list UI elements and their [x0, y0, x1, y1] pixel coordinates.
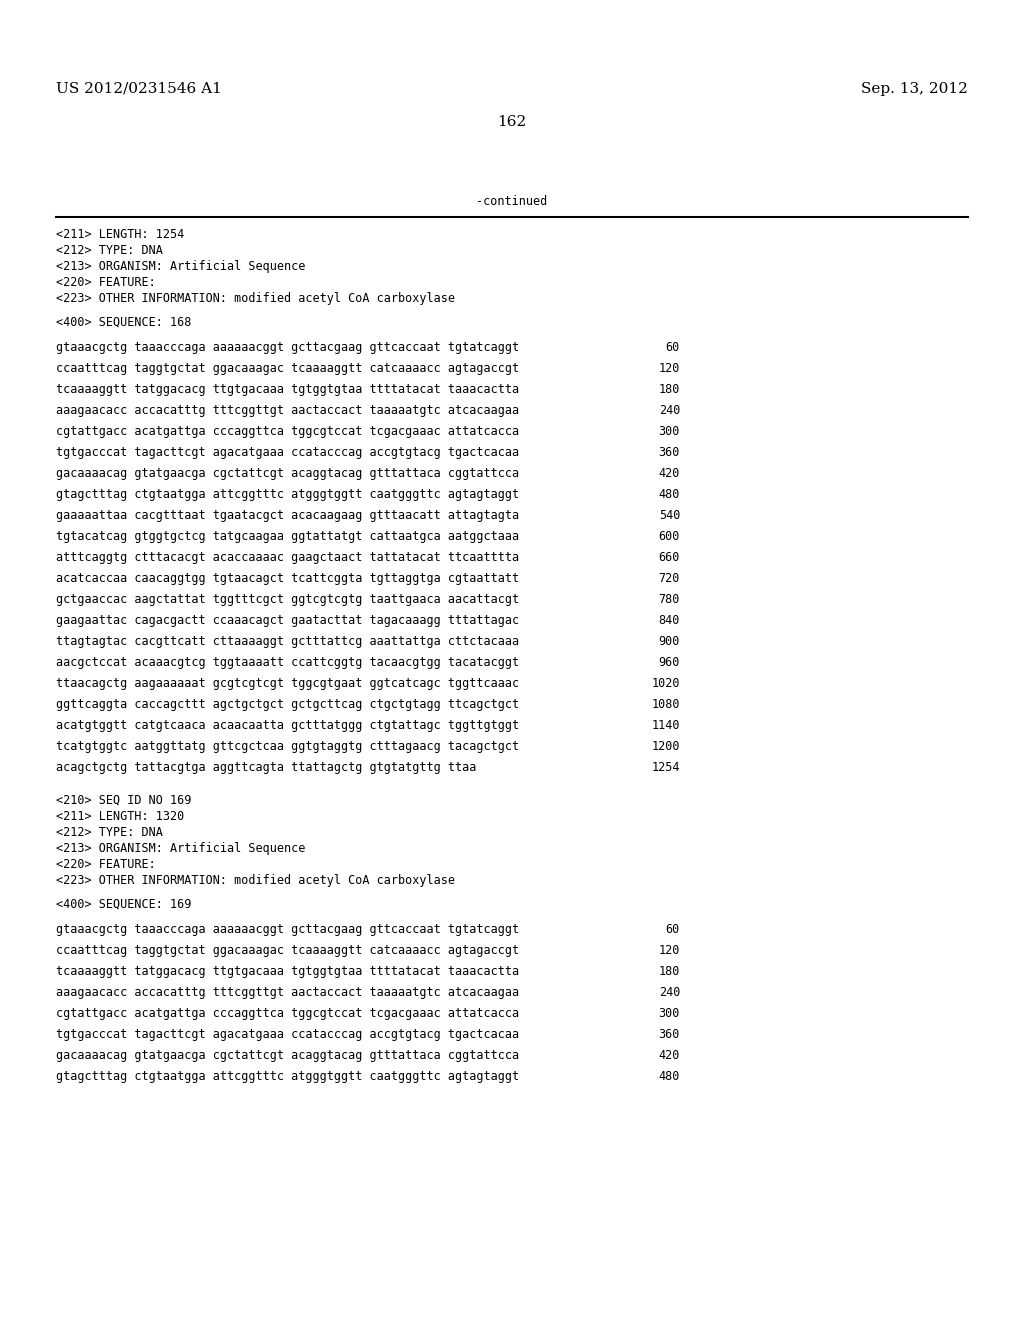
Text: gacaaaacag gtatgaacga cgctattcgt acaggtacag gtttattaca cggtattcca: gacaaaacag gtatgaacga cgctattcgt acaggta… [56, 467, 519, 480]
Text: 180: 180 [658, 383, 680, 396]
Text: 240: 240 [658, 404, 680, 417]
Text: cgtattgacc acatgattga cccaggttca tggcgtccat tcgacgaaac attatcacca: cgtattgacc acatgattga cccaggttca tggcgtc… [56, 425, 519, 438]
Text: tcatgtggtc aatggttatg gttcgctcaa ggtgtaggtg ctttagaacg tacagctgct: tcatgtggtc aatggttatg gttcgctcaa ggtgtag… [56, 741, 519, 752]
Text: 600: 600 [658, 531, 680, 543]
Text: 540: 540 [658, 510, 680, 521]
Text: 780: 780 [658, 593, 680, 606]
Text: gtagctttag ctgtaatgga attcggtttc atgggtggtt caatgggttc agtagtaggt: gtagctttag ctgtaatgga attcggtttc atgggtg… [56, 488, 519, 502]
Text: aacgctccat acaaacgtcg tggtaaaatt ccattcggtg tacaacgtgg tacatacggt: aacgctccat acaaacgtcg tggtaaaatt ccattcg… [56, 656, 519, 669]
Text: <220> FEATURE:: <220> FEATURE: [56, 858, 156, 871]
Text: <400> SEQUENCE: 169: <400> SEQUENCE: 169 [56, 898, 191, 911]
Text: 660: 660 [658, 550, 680, 564]
Text: US 2012/0231546 A1: US 2012/0231546 A1 [56, 82, 222, 96]
Text: ccaatttcag taggtgctat ggacaaagac tcaaaaggtt catcaaaacc agtagaccgt: ccaatttcag taggtgctat ggacaaagac tcaaaag… [56, 362, 519, 375]
Text: <213> ORGANISM: Artificial Sequence: <213> ORGANISM: Artificial Sequence [56, 260, 305, 273]
Text: gacaaaacag gtatgaacga cgctattcgt acaggtacag gtttattaca cggtattcca: gacaaaacag gtatgaacga cgctattcgt acaggta… [56, 1049, 519, 1063]
Text: <211> LENGTH: 1254: <211> LENGTH: 1254 [56, 228, 184, 242]
Text: <212> TYPE: DNA: <212> TYPE: DNA [56, 826, 163, 840]
Text: 420: 420 [658, 467, 680, 480]
Text: 900: 900 [658, 635, 680, 648]
Text: <211> LENGTH: 1320: <211> LENGTH: 1320 [56, 810, 184, 822]
Text: tcaaaaggtt tatggacacg ttgtgacaaa tgtggtgtaa ttttatacat taaacactta: tcaaaaggtt tatggacacg ttgtgacaaa tgtggtg… [56, 965, 519, 978]
Text: gtaaacgctg taaacccaga aaaaaacggt gcttacgaag gttcaccaat tgtatcaggt: gtaaacgctg taaacccaga aaaaaacggt gcttacg… [56, 341, 519, 354]
Text: cgtattgacc acatgattga cccaggttca tggcgtccat tcgacgaaac attatcacca: cgtattgacc acatgattga cccaggttca tggcgtc… [56, 1007, 519, 1020]
Text: 1020: 1020 [651, 677, 680, 690]
Text: 1254: 1254 [651, 762, 680, 774]
Text: <213> ORGANISM: Artificial Sequence: <213> ORGANISM: Artificial Sequence [56, 842, 305, 855]
Text: -continued: -continued [476, 195, 548, 209]
Text: 300: 300 [658, 1007, 680, 1020]
Text: tgtgacccat tagacttcgt agacatgaaa ccatacccag accgtgtacg tgactcacaa: tgtgacccat tagacttcgt agacatgaaa ccatacc… [56, 1028, 519, 1041]
Text: <223> OTHER INFORMATION: modified acetyl CoA carboxylase: <223> OTHER INFORMATION: modified acetyl… [56, 292, 455, 305]
Text: 1080: 1080 [651, 698, 680, 711]
Text: 60: 60 [666, 341, 680, 354]
Text: gaagaattac cagacgactt ccaaacagct gaatacttat tagacaaagg tttattagac: gaagaattac cagacgactt ccaaacagct gaatact… [56, 614, 519, 627]
Text: gaaaaattaa cacgtttaat tgaatacgct acacaagaag gtttaacatt attagtagta: gaaaaattaa cacgtttaat tgaatacgct acacaag… [56, 510, 519, 521]
Text: <220> FEATURE:: <220> FEATURE: [56, 276, 156, 289]
Text: 1140: 1140 [651, 719, 680, 733]
Text: aaagaacacc accacatttg tttcggttgt aactaccact taaaaatgtc atcacaagaa: aaagaacacc accacatttg tttcggttgt aactacc… [56, 404, 519, 417]
Text: 60: 60 [666, 923, 680, 936]
Text: acagctgctg tattacgtga aggttcagta ttattagctg gtgtatgttg ttaa: acagctgctg tattacgtga aggttcagta ttattag… [56, 762, 476, 774]
Text: gtaaacgctg taaacccaga aaaaaacggt gcttacgaag gttcaccaat tgtatcaggt: gtaaacgctg taaacccaga aaaaaacggt gcttacg… [56, 923, 519, 936]
Text: tcaaaaggtt tatggacacg ttgtgacaaa tgtggtgtaa ttttatacat taaacactta: tcaaaaggtt tatggacacg ttgtgacaaa tgtggtg… [56, 383, 519, 396]
Text: 360: 360 [658, 1028, 680, 1041]
Text: 960: 960 [658, 656, 680, 669]
Text: 480: 480 [658, 1071, 680, 1082]
Text: tgtacatcag gtggtgctcg tatgcaagaa ggtattatgt cattaatgca aatggctaaa: tgtacatcag gtggtgctcg tatgcaagaa ggtatta… [56, 531, 519, 543]
Text: gctgaaccac aagctattat tggtttcgct ggtcgtcgtg taattgaaca aacattacgt: gctgaaccac aagctattat tggtttcgct ggtcgtc… [56, 593, 519, 606]
Text: tgtgacccat tagacttcgt agacatgaaa ccatacccag accgtgtacg tgactcacaa: tgtgacccat tagacttcgt agacatgaaa ccatacc… [56, 446, 519, 459]
Text: 300: 300 [658, 425, 680, 438]
Text: 420: 420 [658, 1049, 680, 1063]
Text: atttcaggtg ctttacacgt acaccaaaac gaagctaact tattatacat ttcaatttta: atttcaggtg ctttacacgt acaccaaaac gaagcta… [56, 550, 519, 564]
Text: 720: 720 [658, 572, 680, 585]
Text: 1200: 1200 [651, 741, 680, 752]
Text: 120: 120 [658, 944, 680, 957]
Text: <400> SEQUENCE: 168: <400> SEQUENCE: 168 [56, 315, 191, 329]
Text: ttaacagctg aagaaaaaat gcgtcgtcgt tggcgtgaat ggtcatcagc tggttcaaac: ttaacagctg aagaaaaaat gcgtcgtcgt tggcgtg… [56, 677, 519, 690]
Text: 840: 840 [658, 614, 680, 627]
Text: <210> SEQ ID NO 169: <210> SEQ ID NO 169 [56, 795, 191, 807]
Text: 480: 480 [658, 488, 680, 502]
Text: ttagtagtac cacgttcatt cttaaaaggt gctttattcg aaattattga cttctacaaa: ttagtagtac cacgttcatt cttaaaaggt gctttat… [56, 635, 519, 648]
Text: 360: 360 [658, 446, 680, 459]
Text: 120: 120 [658, 362, 680, 375]
Text: gtagctttag ctgtaatgga attcggtttc atgggtggtt caatgggttc agtagtaggt: gtagctttag ctgtaatgga attcggtttc atgggtg… [56, 1071, 519, 1082]
Text: aaagaacacc accacatttg tttcggttgt aactaccact taaaaatgtc atcacaagaa: aaagaacacc accacatttg tttcggttgt aactacc… [56, 986, 519, 999]
Text: acatgtggtt catgtcaaca acaacaatta gctttatggg ctgtattagc tggttgtggt: acatgtggtt catgtcaaca acaacaatta gctttat… [56, 719, 519, 733]
Text: 180: 180 [658, 965, 680, 978]
Text: ggttcaggta caccagcttt agctgctgct gctgcttcag ctgctgtagg ttcagctgct: ggttcaggta caccagcttt agctgctgct gctgctt… [56, 698, 519, 711]
Text: 162: 162 [498, 115, 526, 129]
Text: ccaatttcag taggtgctat ggacaaagac tcaaaaggtt catcaaaacc agtagaccgt: ccaatttcag taggtgctat ggacaaagac tcaaaag… [56, 944, 519, 957]
Text: Sep. 13, 2012: Sep. 13, 2012 [861, 82, 968, 96]
Text: 240: 240 [658, 986, 680, 999]
Text: <223> OTHER INFORMATION: modified acetyl CoA carboxylase: <223> OTHER INFORMATION: modified acetyl… [56, 874, 455, 887]
Text: <212> TYPE: DNA: <212> TYPE: DNA [56, 244, 163, 257]
Text: acatcaccaa caacaggtgg tgtaacagct tcattcggta tgttaggtga cgtaattatt: acatcaccaa caacaggtgg tgtaacagct tcattcg… [56, 572, 519, 585]
